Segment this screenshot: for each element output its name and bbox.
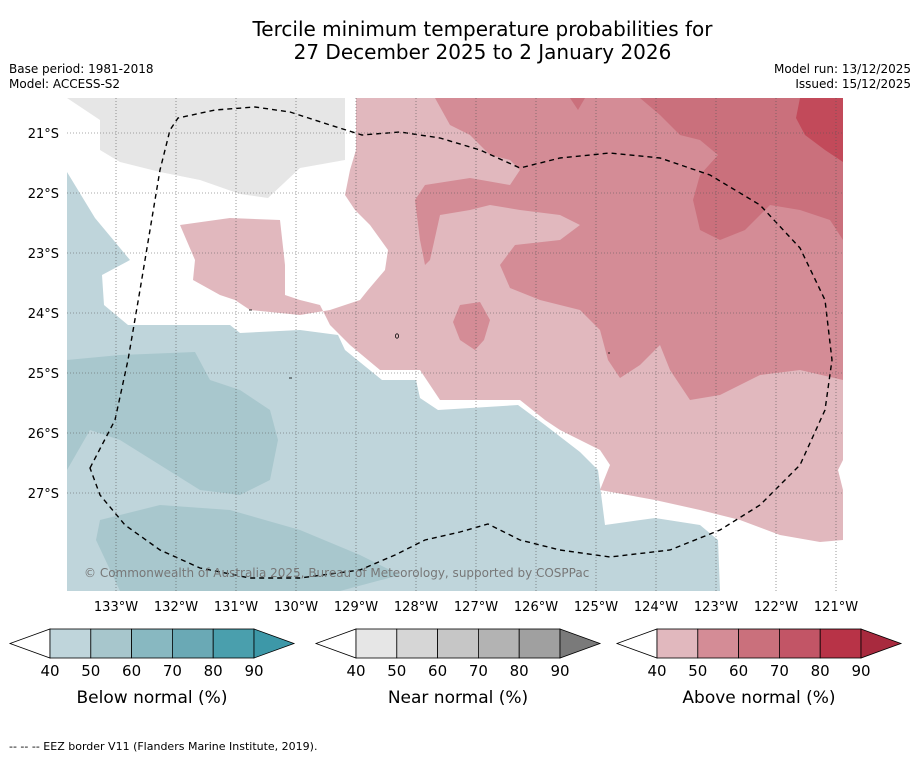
colorbar-above-low-arrow xyxy=(617,629,657,658)
colorbar-near-tick: 60 xyxy=(428,662,447,680)
colorbar-near-tick: 90 xyxy=(550,662,569,680)
colorbar-below-tick: 80 xyxy=(204,662,223,680)
colorbar-below-low-arrow xyxy=(10,629,50,658)
colorbar-near-low-arrow xyxy=(316,629,356,658)
copyright-text: © Commonwealth of Australia 2025, Bureau… xyxy=(84,566,589,580)
lon-label-127w: 127°W xyxy=(454,600,498,615)
lat-label-24s: 24°S xyxy=(28,307,59,322)
colorbar-above-tick: 60 xyxy=(729,662,748,680)
colorbar-above-label: Above normal (%) xyxy=(682,688,835,708)
lon-label-131w: 131°W xyxy=(214,600,258,615)
longitude-labels: 133°W 132°W 131°W 130°W 129°W 128°W 127°… xyxy=(94,600,858,615)
colorbar-below-segment xyxy=(213,629,254,658)
colorbars: 40 50 60 70 80 90 Below normal (%) 40 50 60 70 80 90… xyxy=(10,629,901,708)
colorbar-above-tick: 40 xyxy=(647,662,666,680)
probability-field: © Commonwealth of Australia 2025, Bureau… xyxy=(67,98,843,591)
colorbar-above-tick: 70 xyxy=(770,662,789,680)
lat-label-23s: 23°S xyxy=(28,247,59,262)
lon-label-132w: 132°W xyxy=(154,600,198,615)
colorbar-below-tick: 90 xyxy=(244,662,263,680)
lat-label-25s: 25°S xyxy=(28,367,59,382)
lon-label-129w: 129°W xyxy=(334,600,378,615)
colorbar-below-tick: 70 xyxy=(163,662,182,680)
lat-label-22s: 22°S xyxy=(28,187,59,202)
colorbar-below-tick: 60 xyxy=(122,662,141,680)
colorbar-near-tick: 50 xyxy=(387,662,406,680)
lon-label-121w: 121°W xyxy=(814,600,858,615)
colorbar-below-segment xyxy=(50,629,91,658)
lon-label-128w: 128°W xyxy=(394,600,438,615)
colorbar-above-tick: 90 xyxy=(851,662,870,680)
colorbar-above-segment xyxy=(820,629,861,658)
lat-label-27s: 27°S xyxy=(28,487,59,502)
colorbar-near-tick: 70 xyxy=(469,662,488,680)
lon-label-130w: 130°W xyxy=(274,600,318,615)
lat-label-26s: 26°S xyxy=(28,427,59,442)
colorbar-below: 40 50 60 70 80 90 Below normal (%) xyxy=(10,629,294,708)
colorbar-above-segment xyxy=(739,629,780,658)
colorbar-near: 40 50 60 70 80 90 Near normal (%) xyxy=(316,629,600,708)
colorbar-below-high-arrow xyxy=(254,629,294,658)
colorbar-below-segment xyxy=(172,629,213,658)
forecast-map: © Commonwealth of Australia 2025, Bureau… xyxy=(0,0,919,758)
colorbar-below-segment xyxy=(91,629,132,658)
colorbar-near-high-arrow xyxy=(560,629,600,658)
colorbar-above-tick: 50 xyxy=(688,662,707,680)
colorbar-above: 40 50 60 70 80 90 Above normal (%) xyxy=(617,629,901,708)
colorbar-near-label: Near normal (%) xyxy=(388,688,528,708)
colorbar-below-segment xyxy=(132,629,173,658)
colorbar-below-tick: 40 xyxy=(40,662,59,680)
colorbar-near-segment xyxy=(519,629,560,658)
colorbar-above-high-arrow xyxy=(861,629,901,658)
colorbar-above-tick: 80 xyxy=(811,662,830,680)
colorbar-near-segment xyxy=(438,629,479,658)
lon-label-123w: 123°W xyxy=(694,600,738,615)
eez-footer-note: -- -- -- EEZ border V11 (Flanders Marine… xyxy=(9,740,317,753)
colorbar-above-segment xyxy=(698,629,739,658)
latitude-labels: 21°S 22°S 23°S 24°S 25°S 26°S 27°S xyxy=(28,127,59,502)
lon-label-126w: 126°W xyxy=(514,600,558,615)
colorbar-near-tick: 80 xyxy=(510,662,529,680)
lon-label-125w: 125°W xyxy=(574,600,618,615)
colorbar-near-segment xyxy=(397,629,438,658)
colorbar-near-segment xyxy=(356,629,397,658)
colorbar-below-tick: 50 xyxy=(81,662,100,680)
lon-label-124w: 124°W xyxy=(634,600,678,615)
colorbar-below-label: Below normal (%) xyxy=(77,688,228,708)
lat-label-21s: 21°S xyxy=(28,127,59,142)
colorbar-near-tick: 40 xyxy=(346,662,365,680)
lon-label-133w: 133°W xyxy=(94,600,138,615)
colorbar-near-segment xyxy=(478,629,519,658)
lon-label-122w: 122°W xyxy=(754,600,798,615)
colorbar-above-segment xyxy=(779,629,820,658)
colorbar-above-segment xyxy=(657,629,698,658)
